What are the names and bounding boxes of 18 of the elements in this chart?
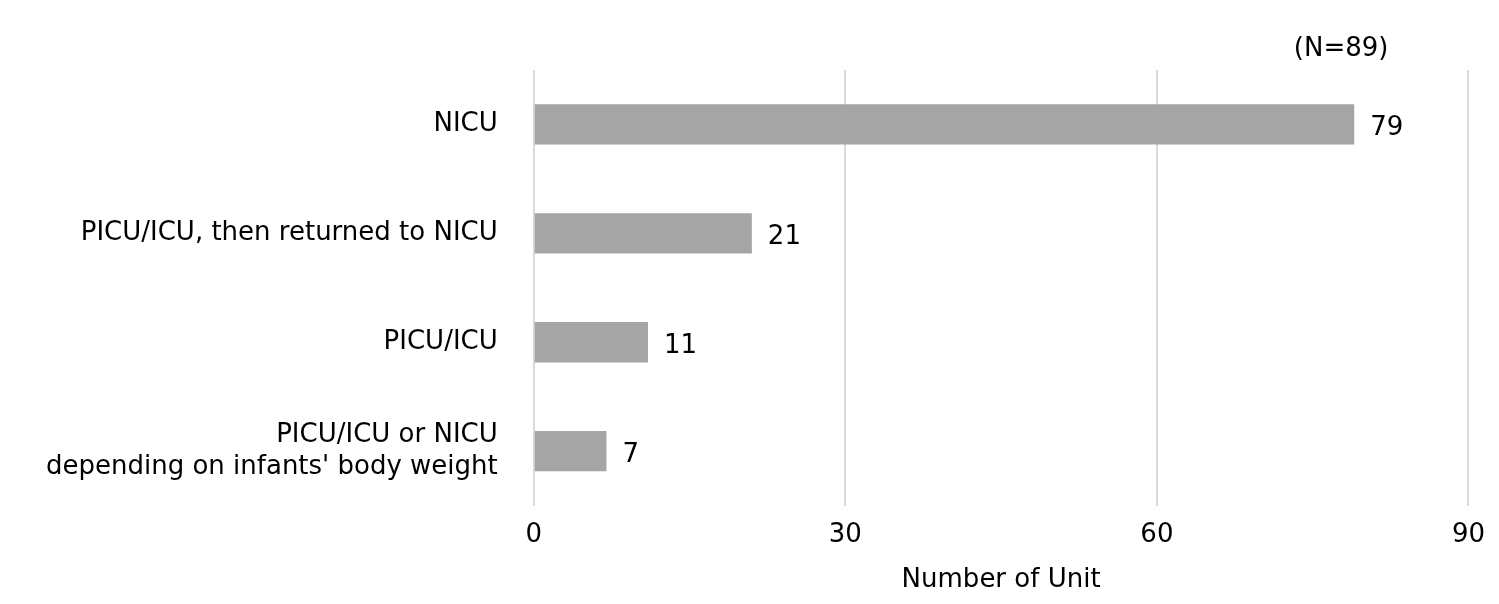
data-label: 11	[663, 329, 698, 359]
y-tick-label: NICU	[433, 107, 498, 138]
data-label: 7	[622, 437, 639, 468]
text: (N=89)	[1293, 31, 1389, 62]
data-label: 21	[767, 220, 801, 251]
bar	[534, 322, 648, 363]
bar	[534, 213, 752, 254]
x-axis-title: Number of Unit	[901, 563, 1101, 594]
y-tick-label: PICU/ICU or NICU depending on infants' body weight	[46, 418, 498, 480]
data-label: 79	[1370, 111, 1404, 142]
x-tick-label: 30	[828, 517, 862, 548]
x-tick-label: 0	[525, 517, 543, 548]
bar	[534, 431, 607, 472]
y-tick-label: PICU/ICU, then returned to NICU	[80, 216, 498, 247]
bar	[534, 104, 1355, 145]
x-tick-label: 60	[1140, 517, 1174, 548]
x-tick-label: 90	[1451, 517, 1485, 548]
y-tick-label: PICU/ICU	[383, 325, 498, 355]
